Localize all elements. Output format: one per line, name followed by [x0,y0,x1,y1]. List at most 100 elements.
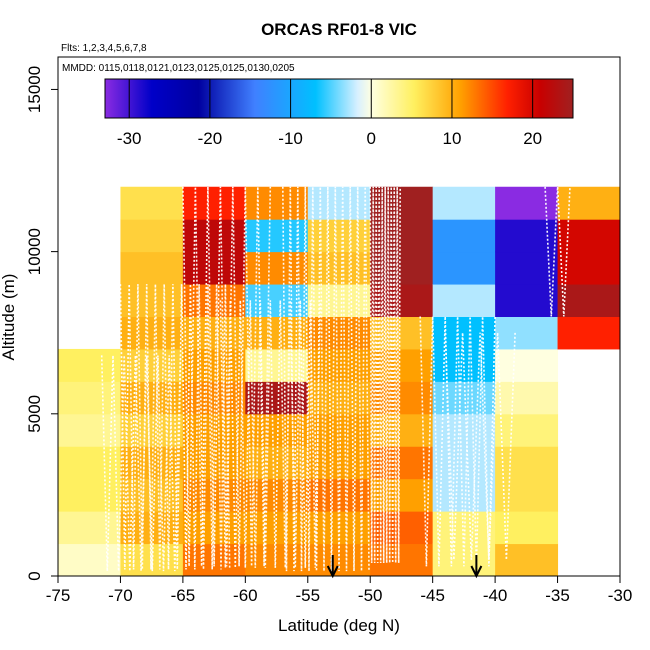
heatmap-cell [370,251,434,285]
heatmap-cell [245,284,309,317]
arrow-marker-head [326,565,339,579]
heatmap-cell [495,381,559,415]
x-tick-label: -50 [358,586,383,605]
heatmap-cell [58,543,121,577]
x-tick-label: -45 [420,586,445,605]
heatmap-cell [120,381,184,415]
heatmap-cell [120,251,184,285]
heatmap-cell [58,348,121,382]
colorbar-tick-label: 0 [367,129,376,148]
heatmap-cell [495,316,559,350]
heatmap-cell [432,219,496,253]
x-tick-label: -75 [46,586,71,605]
flight-tracks [100,186,571,572]
x-tick-label: -30 [608,586,633,605]
heatmap-cell [432,543,496,577]
flight-track [219,300,322,568]
heatmap-cell [120,413,184,447]
heatmap-cell [432,316,496,350]
heatmap-cell [495,251,559,285]
heatmap-cell [432,186,496,220]
heatmap-cell [495,511,559,545]
heatmap-cell [182,251,246,285]
heatmap-cell [245,348,309,382]
y-tick-label: 10000 [25,228,44,275]
heatmap-cell [370,316,434,350]
heatmap-cell [307,284,371,317]
heatmap-cell [307,381,371,415]
y-axis: 0 5000 10000 15000 [25,66,58,581]
heatmap-cell [245,413,309,447]
heatmap-cell [120,186,184,220]
x-axis-label: Latitude (deg N) [278,616,400,635]
heatmap-cell [495,446,559,480]
heatmap-cell [557,219,621,253]
colorbar: -30 -20 -10 0 10 20 [104,78,574,148]
heatmap-cell [307,219,371,253]
x-axis: -75 -70 -65 -60 -55 -50 -45 -40 -35 -30 [46,576,633,605]
heatmap-cell [307,316,371,350]
heatmap-cell [495,348,559,382]
heatmap-cell [370,284,434,317]
arrow-marker-head [470,565,483,579]
y-tick-label: 5000 [25,395,44,433]
heatmap-cell [557,186,621,220]
colorbar-tick-label: 20 [523,129,542,148]
colorbar-gradient [104,78,574,119]
heatmap-cell [58,478,121,512]
y-axis-label: Altitude (m) [0,274,18,361]
colorbar-tick-label: -20 [198,129,223,148]
heatmap-cell [370,543,434,577]
flight-track [444,332,516,560]
flight-track [100,355,182,572]
flight-track [544,186,571,317]
heatmap-cell [557,251,621,285]
heatmap-cell [495,186,559,220]
heatmap-cell [182,186,246,220]
heatmap-cell [495,413,559,447]
colorbar-tick-label: -10 [278,129,303,148]
y-tick-label: 15000 [25,66,44,113]
heatmap-cell [245,251,309,285]
x-tick-label: -60 [233,586,258,605]
y-tick-label: 0 [25,571,44,580]
colorbar-tick-label: 10 [443,129,462,148]
heatmap-cell [58,511,121,545]
heatmap-cell [120,219,184,253]
x-tick-label: -70 [108,586,133,605]
heatmap-cell [495,543,559,577]
heatmap-cell [307,251,371,285]
x-tick-label: -35 [545,586,570,605]
heatmap-cell [307,186,371,220]
heatmap-cell [557,316,621,350]
heatmap-cell [432,478,496,512]
heatmap-cell [58,446,121,480]
heatmap-cell [370,186,434,220]
flight-track [282,186,370,572]
flight-track [119,284,231,570]
heatmap-cell [370,219,434,253]
heatmap-cell [432,348,496,382]
heatmap-cell [432,251,496,285]
heatmap-cell [182,219,246,253]
heatmap-cell [182,284,246,317]
chart-title: ORCAS RF01-8 VIC [261,20,417,39]
plot-frame [57,56,621,577]
heatmap-cell [495,478,559,512]
flight-track [182,186,272,567]
x-tick-label: -55 [295,586,320,605]
heatmap-cell [370,511,434,545]
colorbar-ticks: -30 -20 -10 0 10 20 [117,79,542,148]
heatmap-cell [557,284,621,317]
x-tick-label: -40 [483,586,508,605]
colorbar-tick-label: -30 [117,129,142,148]
heatmap-cell [495,284,559,317]
x-tick-label: -65 [171,586,196,605]
heatmap-cell [432,284,496,317]
mmdd-label: MMDD: 0115,0118,0121,0123,0125,0125,0130… [62,63,295,74]
flights-label: Flts: 1,2,3,4,5,6,7,8 [61,43,147,54]
heatmap-cell [58,381,121,415]
arrow-markers [326,555,483,579]
heatmap-cell [307,348,371,382]
